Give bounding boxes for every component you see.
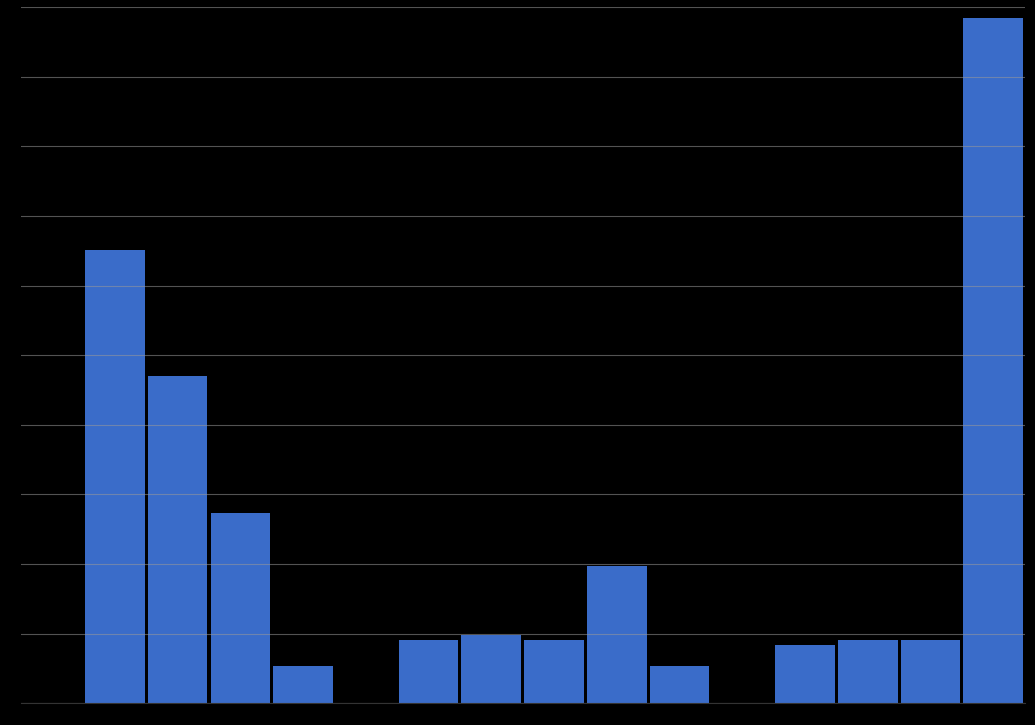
Bar xyxy=(587,566,647,703)
Bar xyxy=(273,666,333,703)
Bar xyxy=(650,666,709,703)
Bar xyxy=(838,640,897,703)
Bar xyxy=(85,250,145,703)
Bar xyxy=(398,640,459,703)
Bar xyxy=(462,634,521,703)
Bar xyxy=(964,18,1023,703)
Bar xyxy=(148,376,207,703)
Bar xyxy=(775,645,835,703)
Bar xyxy=(525,640,584,703)
Bar xyxy=(900,640,960,703)
Bar xyxy=(210,513,270,703)
